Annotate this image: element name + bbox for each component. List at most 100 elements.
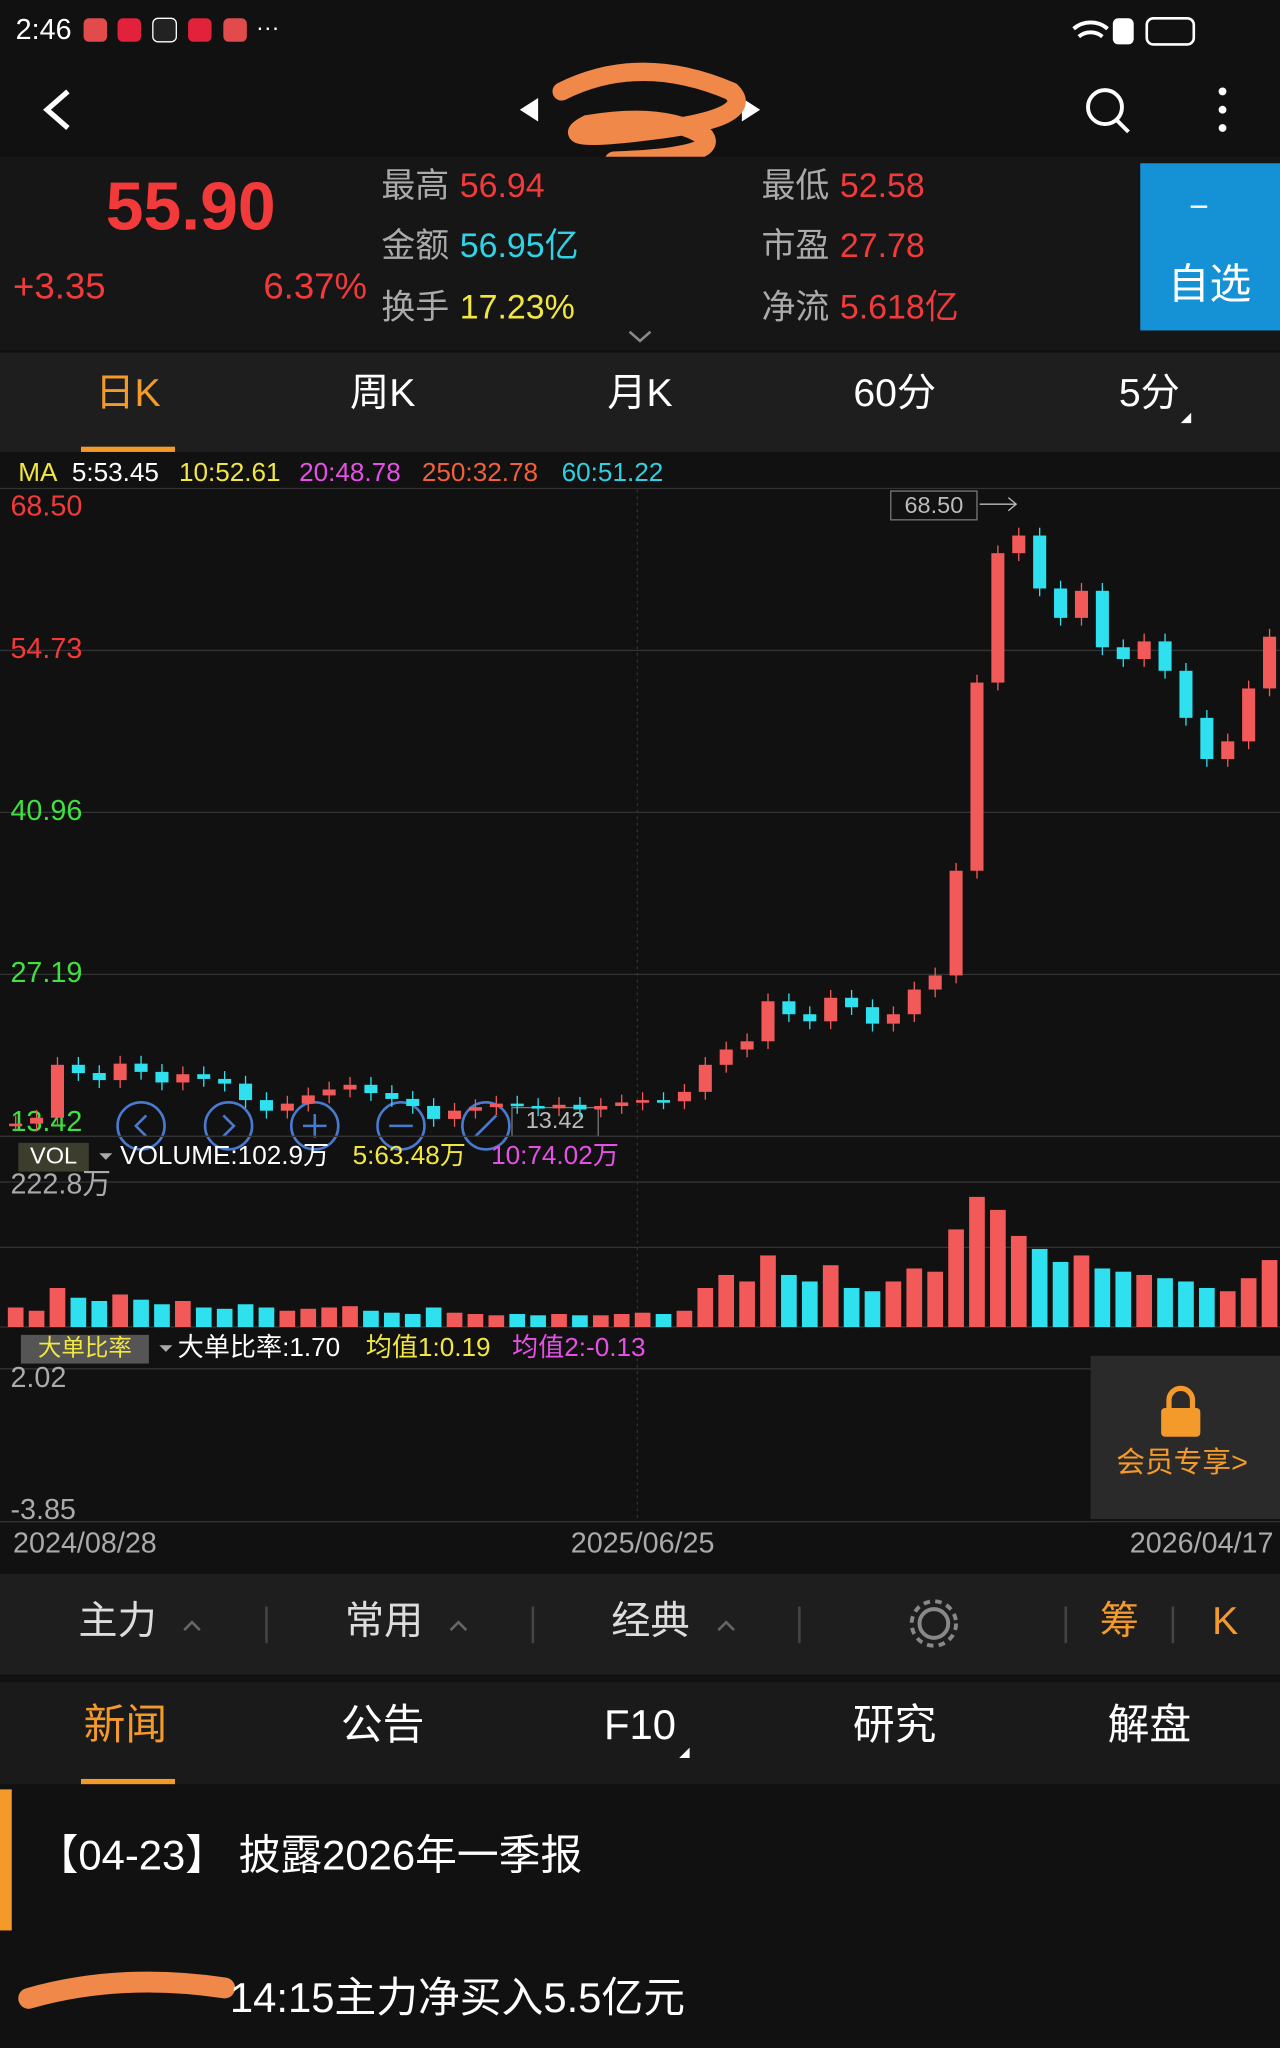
volume-bar [969,1196,985,1328]
volume-bar [843,1287,860,1328]
period-tab[interactable]: 周K [350,372,415,415]
volume-bar [258,1307,275,1328]
menu-button[interactable] [1218,87,1227,132]
y-tick-label: 13.42 [10,1106,82,1138]
stat-label: 净流 [761,289,829,327]
date-label: 2026/04/17 [1130,1528,1274,1560]
high-callout [890,490,978,521]
alert-icon [1112,18,1134,45]
period-tab[interactable]: 月K [607,372,672,415]
stat-label: 市盈 [761,227,829,265]
volume-bar [49,1287,66,1328]
volume-bar [1094,1268,1111,1328]
volume-bar [342,1306,358,1328]
news-tab[interactable]: F10 [604,1701,676,1748]
news-tab[interactable]: 研究 [853,1701,937,1748]
volume-bar [1115,1271,1132,1328]
toolbar-item[interactable]: 主力 [78,1600,156,1643]
date-label: 2024/08/28 [13,1528,157,1560]
volume-bar [1178,1281,1194,1328]
settings-button[interactable] [917,1607,951,1640]
news-underline [80,1778,176,1785]
volume-bar [1052,1261,1069,1328]
toolbar-item[interactable]: K [1212,1600,1238,1643]
volume-bar [906,1268,923,1328]
volume-bar [7,1307,24,1328]
quote-panel [0,156,1280,351]
battery-icon [1145,16,1196,46]
status-more: ··· [256,14,279,40]
volume-bar [1010,1235,1027,1328]
y-tick-label: 54.73 [10,633,82,665]
ma-item: 10:52.61 [179,457,281,487]
period-tab[interactable]: 5分 [1119,372,1180,415]
volume-bar [1219,1291,1236,1328]
volume-bar [1261,1260,1278,1328]
notify-icon [83,18,108,42]
vol-item: VOLUME:102.9万 [120,1140,329,1170]
news-item[interactable]: 【04-23】 披露2026年一季报 [37,1832,583,1879]
y-tick-label: 68.50 [10,491,82,523]
volume-bar [467,1314,484,1328]
ma-item: 250:32.78 [422,457,538,487]
volume-bar [801,1281,818,1328]
toolbar-item[interactable]: 经典 [611,1600,689,1643]
stat-value: 56.95亿 [460,227,579,265]
watch-label: 自选 [1168,260,1252,307]
lock-panel[interactable] [1090,1355,1280,1520]
volume-bar [154,1304,170,1328]
wifi-icon [1072,20,1109,39]
volume-bar [634,1312,651,1328]
chart-nav[interactable] [116,1101,511,1151]
ma-item: 5:53.45 [72,457,159,487]
volume-bar [822,1265,839,1328]
stat-label: 最高 [381,167,449,205]
ratio-tag: 大单比率 [38,1334,132,1360]
volume-bar [425,1307,442,1328]
volume-bar [321,1307,337,1328]
volume-bar [363,1310,379,1328]
news-marker [0,1789,12,1931]
volume-bar [112,1294,128,1328]
volume-bar [613,1314,630,1328]
back-button[interactable] [43,89,70,130]
volume-bar [948,1229,964,1328]
vol-item: 10:74.02万 [491,1140,619,1170]
volume-bar [1240,1278,1257,1328]
ma-label: MA [18,457,58,487]
notify-icon [152,17,177,43]
toolbar-item[interactable]: 常用 [345,1600,423,1643]
volume-bar [718,1274,735,1328]
stat-label: 最低 [761,167,829,205]
volume-bar [195,1307,212,1328]
period-tab[interactable]: 60分 [853,372,936,415]
watch-button[interactable] [1140,163,1280,331]
news-tab[interactable]: 解盘 [1108,1701,1192,1748]
y-tick-label: 40.96 [10,795,82,827]
news-tab[interactable]: 新闻 [84,1701,168,1748]
news-item[interactable]: 14:15主力净买入5.5亿元 [230,1974,685,2021]
period-tab[interactable]: 日K [95,372,160,415]
vol-tick-label: 222.8万 [10,1169,111,1201]
ma-item: 20:48.78 [299,457,401,487]
ratio-item: 均值2:-0.13 [512,1332,646,1362]
toolbar-item[interactable]: 筹 [1100,1600,1139,1643]
date-label: 2025/06/25 [571,1528,715,1560]
volume-bar [216,1308,233,1328]
volume-bar [990,1209,1006,1328]
news-tab[interactable]: 公告 [341,1701,425,1748]
stat-value: 52.58 [840,167,925,205]
volume-bar [279,1310,296,1328]
volume-bar [655,1314,672,1328]
volume-bar [70,1297,87,1328]
volume-bar [864,1291,881,1328]
search-button[interactable] [1086,88,1124,127]
stat-value: 56.94 [460,167,545,205]
last-price: 55.90 [106,170,276,245]
expand-icon[interactable] [628,330,652,343]
watch-sign: − [1189,188,1209,226]
volume-bar [572,1315,588,1328]
volume-bar [760,1255,776,1328]
